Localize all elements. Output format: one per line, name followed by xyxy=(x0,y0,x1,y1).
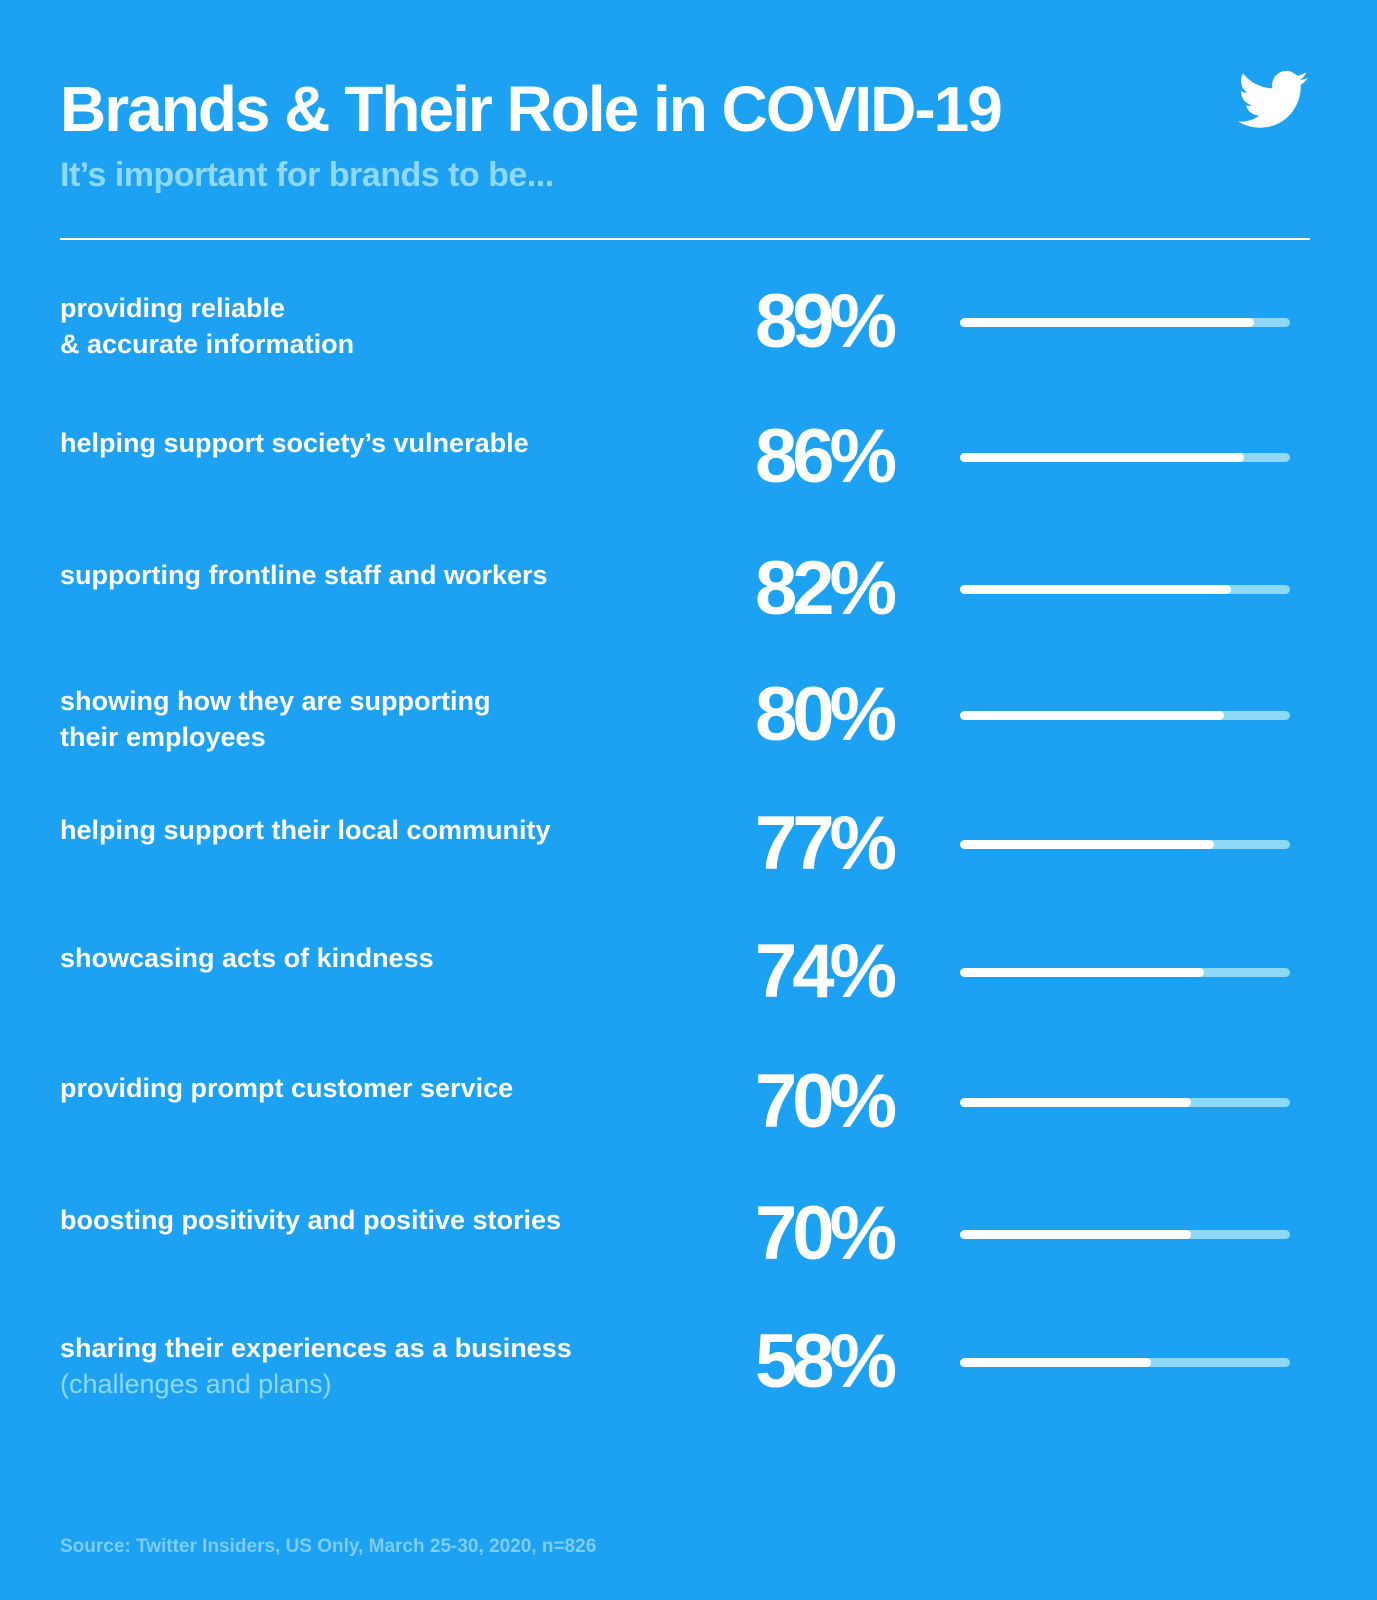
bar-label-line2: & accurate information xyxy=(60,329,355,359)
bar-track xyxy=(960,585,1290,594)
bar-value-label: 77% xyxy=(755,801,897,886)
bar-label-line1: showcasing acts of kindness xyxy=(60,943,434,973)
bar-value-label: 58% xyxy=(755,1319,897,1404)
bar-label-line1: helping support their local community xyxy=(60,815,551,845)
bar-label: providing prompt customer service xyxy=(60,1070,680,1106)
bar-value-label: 70% xyxy=(755,1059,897,1144)
bar-fill xyxy=(960,318,1254,327)
bar-label: supporting frontline staff and workers xyxy=(60,557,680,593)
bar-label-line1: helping support society’s vulnerable xyxy=(60,428,529,458)
bar-fill xyxy=(960,968,1205,977)
twitter-bird-icon xyxy=(1238,70,1308,128)
bar-track xyxy=(960,1358,1290,1367)
bar-fill xyxy=(960,1098,1191,1107)
bar-label: showing how they are supporting their emp… xyxy=(60,683,680,755)
bar-label: sharing their experiences as a business (… xyxy=(60,1330,680,1402)
bar-row: supporting frontline staff and workers 82… xyxy=(0,551,1377,677)
subtitle: It’s important for brands to be... xyxy=(60,156,554,194)
bar-value-label: 89% xyxy=(755,279,897,364)
bar-row: sharing their experiences as a business (… xyxy=(0,1324,1377,1450)
bar-label-line1: supporting frontline staff and workers xyxy=(60,560,548,590)
bar-row: showing how they are supporting their emp… xyxy=(0,677,1377,803)
bar-row: helping support society’s vulnerable 86% xyxy=(0,419,1377,545)
bar-label-line1: providing reliable xyxy=(60,293,286,323)
bar-track xyxy=(960,968,1290,977)
bar-label-line1: showing how they are supporting xyxy=(60,686,491,716)
bar-track xyxy=(960,1098,1290,1107)
page-title: Brands & Their Role in COVID-19 xyxy=(60,73,1003,145)
bar-fill xyxy=(960,1230,1191,1239)
bar-label-line1: providing prompt customer service xyxy=(60,1073,514,1103)
bar-label-line1: sharing their experiences as a business xyxy=(60,1333,572,1363)
bar-value-label: 82% xyxy=(755,546,897,631)
bar-label-sub: (challenges and plans) xyxy=(60,1369,332,1399)
bar-label: boosting positivity and positive stories xyxy=(60,1202,680,1238)
bar-track xyxy=(960,318,1290,327)
bar-fill xyxy=(960,1358,1152,1367)
bar-row: showcasing acts of kindness 74% xyxy=(0,934,1377,1060)
header-divider xyxy=(60,238,1310,240)
bar-value-label: 74% xyxy=(755,929,897,1014)
bar-label: providing reliable & accurate information xyxy=(60,290,680,362)
bar-fill xyxy=(960,585,1231,594)
bar-fill xyxy=(960,453,1244,462)
bar-label-line2: their employees xyxy=(60,722,266,752)
bar-value-label: 80% xyxy=(755,672,897,757)
bar-track xyxy=(960,840,1290,849)
bar-track xyxy=(960,453,1290,462)
bar-label: showcasing acts of kindness xyxy=(60,940,680,976)
bar-value-label: 70% xyxy=(755,1191,897,1276)
bar-row: providing prompt customer service 70% xyxy=(0,1064,1377,1190)
bar-row: helping support their local community 77% xyxy=(0,806,1377,932)
bar-fill xyxy=(960,840,1215,849)
bar-row: providing reliable & accurate information… xyxy=(0,284,1377,410)
bar-label-line1: boosting positivity and positive stories xyxy=(60,1205,562,1235)
source-note: Source: Twitter Insiders, US Only, March… xyxy=(60,1536,597,1557)
bar-fill xyxy=(960,711,1224,720)
bar-track xyxy=(960,1230,1290,1239)
bar-value-label: 86% xyxy=(755,414,897,499)
bar-label: helping support their local community xyxy=(60,812,680,848)
bar-track xyxy=(960,711,1290,720)
bar-row: boosting positivity and positive stories… xyxy=(0,1196,1377,1322)
bar-label: helping support society’s vulnerable xyxy=(60,425,680,461)
